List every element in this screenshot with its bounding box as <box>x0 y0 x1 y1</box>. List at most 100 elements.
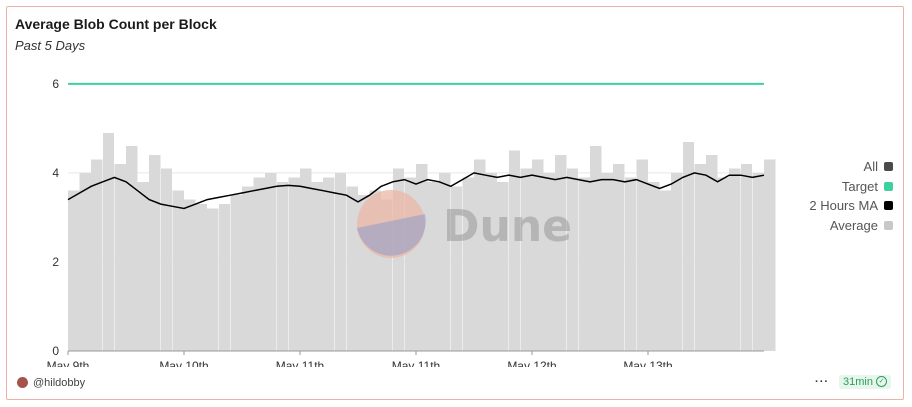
chart-title: Average Blob Count per Block <box>15 16 217 32</box>
average-bar <box>416 164 428 351</box>
average-bar <box>543 172 556 351</box>
average-bar <box>160 168 173 351</box>
average-bar <box>508 150 521 351</box>
average-bar <box>752 172 764 351</box>
chart-card: Average Blob Count per Block Past 5 Days… <box>6 6 904 400</box>
average-bar <box>242 186 254 351</box>
legend-item-target[interactable]: Target <box>809 177 893 197</box>
average-bar <box>358 195 370 351</box>
average-bar <box>126 146 138 351</box>
average-bar <box>114 164 126 351</box>
average-bar <box>288 177 300 351</box>
average-bar <box>462 177 474 351</box>
legend-label-target: Target <box>841 178 878 194</box>
x-tick-label: May 13th <box>623 359 672 367</box>
average-bar <box>706 155 718 351</box>
average-bar <box>624 177 637 351</box>
average-bar <box>195 204 208 351</box>
average-bar <box>265 172 277 351</box>
bars-layer <box>68 132 776 351</box>
legend-item-ma[interactable]: 2 Hours MA <box>809 196 893 216</box>
average-bar <box>137 181 150 351</box>
average-bar <box>601 172 614 351</box>
average-bar <box>427 181 440 351</box>
axis-layer: 0 2 4 6 May 9th May 10th May 11th May 11th May 1… <box>47 77 764 367</box>
average-bar <box>207 208 219 351</box>
dune-watermark: Dune <box>357 190 572 258</box>
average-bar <box>485 172 498 351</box>
average-bar <box>91 159 103 351</box>
average-bar <box>729 168 741 351</box>
average-bar <box>590 146 602 351</box>
x-tick-label: May 11th <box>392 359 440 367</box>
y-tick-label: 4 <box>52 166 59 180</box>
average-bar <box>172 190 184 351</box>
refresh-badge[interactable]: 31min ✓ <box>839 375 891 389</box>
average-bar <box>68 190 80 351</box>
ma-layer <box>67 172 765 210</box>
average-bar <box>392 168 405 351</box>
x-tick-label: May 9th <box>47 359 90 367</box>
average-bar <box>276 181 289 351</box>
average-bar <box>717 177 730 351</box>
dune-watermark-text: Dune <box>443 201 572 252</box>
average-bar <box>218 204 231 351</box>
average-bar <box>578 177 590 351</box>
x-tick-label: May 12th <box>507 359 556 367</box>
average-bar <box>497 181 509 351</box>
average-bar <box>323 177 335 351</box>
x-tick-label: May 11th <box>276 359 324 367</box>
average-bar <box>102 132 115 351</box>
legend-item-average[interactable]: Average <box>809 216 893 236</box>
average-bar <box>682 141 695 351</box>
dune-logo-shade <box>357 214 426 256</box>
chart-subtitle: Past 5 Days <box>15 38 86 53</box>
average-bar <box>253 177 266 351</box>
footer-actions: ··· 31min ✓ <box>815 375 891 389</box>
more-options-icon[interactable]: ··· <box>815 376 830 388</box>
average-bar <box>520 168 532 351</box>
legend-swatch-average <box>884 220 893 230</box>
average-bar <box>694 164 706 351</box>
average-bar <box>404 177 416 351</box>
average-bar <box>566 168 579 351</box>
average-bar <box>659 190 672 351</box>
legend-item-all[interactable]: All <box>809 157 893 177</box>
average-bar <box>149 155 161 351</box>
average-bar <box>184 199 196 351</box>
average-bar <box>381 199 393 351</box>
average-bar <box>346 186 358 351</box>
average-bar <box>369 190 382 351</box>
average-bar <box>230 195 242 351</box>
legend-label-all: All <box>863 159 878 174</box>
average-bar <box>334 172 347 351</box>
y-tick-label: 6 <box>52 77 59 91</box>
author-link[interactable]: @hildobby <box>17 376 86 389</box>
legend-swatch-target <box>884 181 893 191</box>
average-bar <box>636 159 648 351</box>
ma-line <box>67 172 765 210</box>
y-tick-label: 2 <box>52 255 59 269</box>
average-bar <box>613 164 625 351</box>
average-bar <box>532 159 544 351</box>
check-circle-icon: ✓ <box>876 375 887 387</box>
chart-legend: All Target 2 Hours MA Average <box>809 157 893 235</box>
x-tick-label: May 10th <box>159 359 208 367</box>
average-bar <box>79 172 92 351</box>
average-bar <box>439 172 451 351</box>
author-handle: @hildobby <box>33 377 86 389</box>
chart-area: Dune 0 2 4 6 May 9th May 10th May 11th May 11th… <box>47 77 776 367</box>
average-bar <box>648 181 660 351</box>
average-bar <box>764 159 776 351</box>
average-bar <box>671 172 683 351</box>
average-bar <box>740 164 753 351</box>
legend-label-average: Average <box>829 217 878 233</box>
avatar <box>17 376 28 388</box>
legend-label-ma: 2 Hours MA <box>809 198 878 213</box>
legend-swatch-all <box>884 162 893 172</box>
y-tick-label: 0 <box>52 344 59 358</box>
average-bar <box>300 168 312 351</box>
legend-swatch-ma <box>884 201 893 211</box>
average-bar <box>311 181 324 351</box>
average-bar <box>555 155 567 351</box>
